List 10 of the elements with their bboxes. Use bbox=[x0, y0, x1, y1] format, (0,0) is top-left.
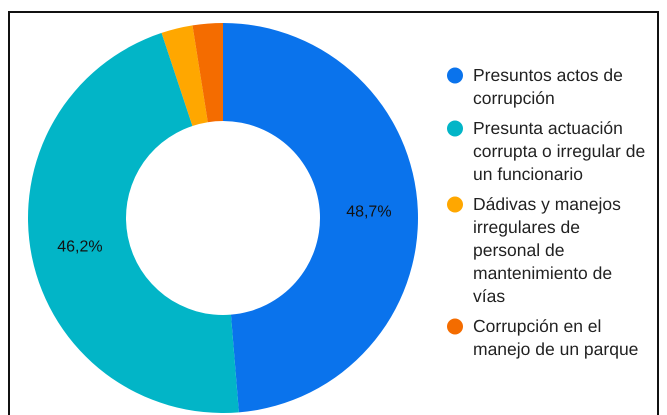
data-label: 48,7% bbox=[346, 204, 392, 221]
donut-slice bbox=[192, 23, 223, 122]
donut-slice bbox=[162, 25, 208, 126]
legend-label: Dádivas y manejos irregulares de personal de mantenimiento de vías bbox=[473, 193, 622, 308]
data-label: 46,2% bbox=[57, 238, 103, 256]
donut-slice bbox=[28, 32, 239, 413]
donut-slice bbox=[223, 23, 418, 412]
legend-label: Corrupción en el manejo de un parque bbox=[473, 315, 640, 361]
legend-label: Presuntos actos de corrupción bbox=[473, 64, 624, 110]
legend-label: Presunta actuación corrupta o irregular de un funcionario bbox=[473, 117, 646, 186]
